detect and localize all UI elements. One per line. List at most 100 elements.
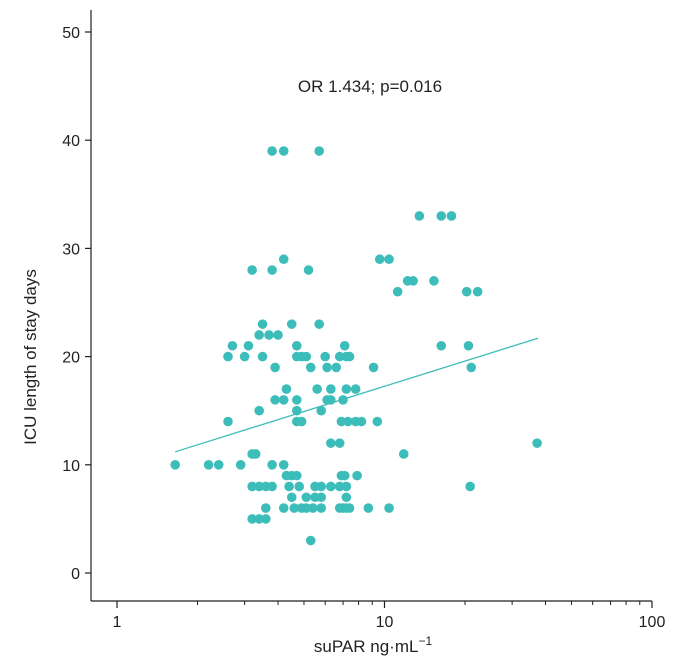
data-point bbox=[312, 384, 322, 394]
data-point bbox=[278, 460, 289, 470]
data-point bbox=[278, 395, 289, 405]
data-point bbox=[326, 438, 336, 448]
data-point bbox=[235, 460, 246, 470]
y-tick-label: 30 bbox=[62, 241, 80, 258]
data-point bbox=[331, 362, 342, 373]
data-point bbox=[341, 492, 352, 503]
data-point bbox=[463, 340, 474, 351]
data-point bbox=[267, 146, 277, 156]
data-point bbox=[261, 514, 271, 524]
data-point bbox=[273, 330, 283, 340]
y-axis-title: ICU length of stay days bbox=[21, 269, 40, 445]
data-point bbox=[267, 481, 277, 492]
data-point bbox=[363, 503, 374, 513]
data-point bbox=[466, 362, 477, 373]
data-point bbox=[322, 362, 332, 373]
y-tick-label: 40 bbox=[62, 133, 80, 150]
data-point bbox=[326, 384, 336, 394]
data-point bbox=[291, 340, 302, 351]
x-axis: 1 10 100 bbox=[91, 600, 666, 631]
data-point bbox=[267, 265, 277, 275]
data-point bbox=[372, 416, 383, 427]
data-point bbox=[414, 211, 425, 221]
data-point bbox=[472, 286, 483, 297]
data-point bbox=[339, 340, 350, 351]
data-point bbox=[343, 416, 353, 427]
data-point bbox=[291, 470, 302, 481]
data-point bbox=[314, 319, 324, 329]
y-tick-label: 50 bbox=[62, 25, 80, 42]
data-point bbox=[296, 416, 307, 427]
y-tick-label: 0 bbox=[71, 566, 80, 583]
data-point bbox=[352, 470, 362, 481]
data-point bbox=[301, 492, 312, 503]
trend-line bbox=[174, 337, 539, 453]
data-point bbox=[291, 395, 302, 405]
data-point bbox=[247, 481, 257, 492]
data-point bbox=[341, 384, 352, 394]
data-point bbox=[436, 211, 447, 221]
data-point bbox=[227, 340, 238, 351]
data-point bbox=[316, 481, 327, 492]
data-point bbox=[316, 503, 327, 513]
data-point bbox=[305, 535, 316, 546]
data-point bbox=[344, 351, 355, 362]
y-axis: 0 10 20 30 40 50 bbox=[62, 10, 92, 601]
data-point bbox=[278, 146, 289, 156]
data-point bbox=[429, 276, 439, 286]
data-point bbox=[392, 286, 403, 297]
data-point bbox=[461, 286, 472, 297]
data-point bbox=[356, 416, 367, 427]
data-point bbox=[408, 276, 418, 286]
data-point bbox=[320, 351, 330, 362]
data-point bbox=[334, 438, 345, 448]
data-point bbox=[446, 211, 457, 221]
data-point bbox=[341, 481, 352, 492]
data-point bbox=[281, 384, 292, 394]
data-point bbox=[243, 340, 254, 351]
stat-annotation: OR 1.434; p=0.016 bbox=[298, 77, 442, 96]
data-point bbox=[398, 449, 409, 459]
data-point bbox=[532, 438, 542, 448]
data-point bbox=[368, 362, 379, 373]
data-point bbox=[247, 514, 257, 524]
data-point bbox=[305, 362, 316, 373]
data-point bbox=[316, 405, 327, 416]
x-tick-label: 100 bbox=[639, 614, 666, 631]
data-point bbox=[350, 384, 361, 394]
data-point bbox=[384, 254, 394, 265]
data-point bbox=[308, 503, 318, 513]
data-point bbox=[344, 503, 355, 513]
data-point bbox=[250, 449, 261, 459]
data-point bbox=[257, 351, 268, 362]
data-point bbox=[278, 503, 289, 513]
data-point bbox=[264, 330, 274, 340]
data-point bbox=[316, 492, 327, 503]
data-point bbox=[247, 265, 257, 275]
data-point bbox=[286, 492, 297, 503]
data-point bbox=[301, 503, 312, 513]
data-point bbox=[339, 470, 350, 481]
data-points bbox=[170, 146, 542, 546]
data-point bbox=[254, 330, 264, 340]
data-point bbox=[270, 362, 280, 373]
data-point bbox=[267, 460, 277, 470]
x-axis-title-superscript: −1 bbox=[418, 634, 432, 648]
x-tick-label: 1 bbox=[113, 614, 122, 631]
data-point bbox=[374, 254, 385, 265]
y-tick-label: 10 bbox=[62, 458, 80, 475]
data-point bbox=[257, 319, 268, 329]
data-point bbox=[213, 460, 224, 470]
data-point bbox=[170, 460, 180, 470]
data-point bbox=[303, 265, 314, 275]
data-point bbox=[465, 481, 475, 492]
data-point bbox=[254, 405, 264, 416]
data-point bbox=[223, 351, 233, 362]
data-point bbox=[289, 503, 300, 513]
data-point bbox=[301, 351, 312, 362]
x-tick-label: 10 bbox=[376, 614, 394, 631]
data-point bbox=[239, 351, 250, 362]
data-point bbox=[261, 503, 271, 513]
data-point bbox=[286, 319, 297, 329]
